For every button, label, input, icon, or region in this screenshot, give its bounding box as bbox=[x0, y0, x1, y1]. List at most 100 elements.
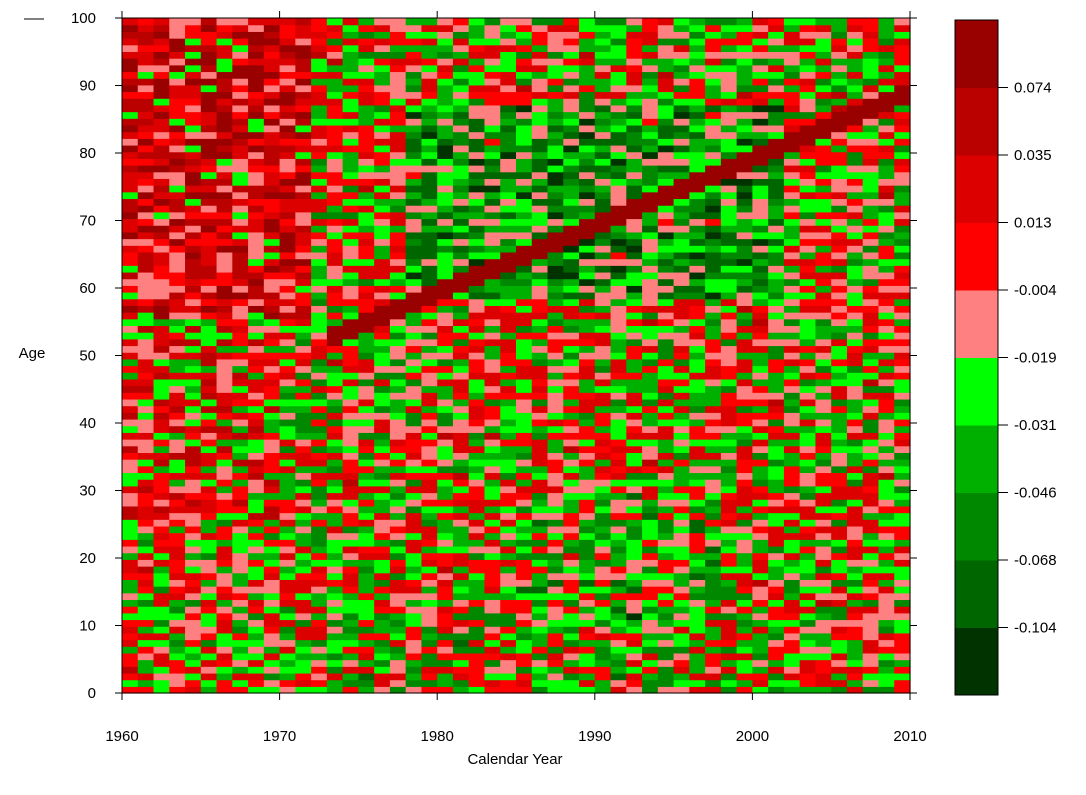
heatmap-cell bbox=[484, 31, 501, 39]
heatmap-cell bbox=[799, 265, 817, 273]
heatmap-cell bbox=[500, 519, 517, 527]
heatmap-cell bbox=[437, 84, 454, 93]
heatmap-cell bbox=[216, 465, 233, 474]
heatmap-cell bbox=[878, 165, 895, 173]
heatmap-cell bbox=[752, 579, 769, 587]
heatmap-cell bbox=[468, 312, 486, 320]
heatmap-cell bbox=[579, 185, 596, 193]
heatmap-cell bbox=[878, 332, 895, 340]
heatmap-cell bbox=[878, 318, 895, 327]
heatmap-cell bbox=[500, 271, 517, 280]
heatmap-cell bbox=[673, 31, 690, 39]
heatmap-cell bbox=[516, 144, 533, 153]
heatmap-cell bbox=[342, 485, 359, 494]
heatmap-cell bbox=[705, 151, 722, 159]
heatmap-cell bbox=[437, 418, 454, 427]
heatmap-cell bbox=[579, 165, 596, 173]
heatmap-cell bbox=[783, 646, 801, 654]
heatmap-cell bbox=[862, 185, 880, 193]
heatmap-cell bbox=[137, 78, 155, 86]
heatmap-cell bbox=[657, 111, 675, 119]
heatmap-cell bbox=[815, 392, 832, 400]
heatmap-cell bbox=[516, 104, 533, 113]
heatmap-cell bbox=[153, 211, 170, 220]
heatmap-cell bbox=[862, 525, 880, 534]
heatmap-cell bbox=[374, 271, 391, 280]
heatmap-cell bbox=[831, 231, 848, 240]
heatmap-cell bbox=[610, 619, 627, 627]
heatmap-cell bbox=[326, 445, 344, 453]
heatmap-cell bbox=[468, 338, 486, 347]
heatmap-cell bbox=[484, 626, 501, 634]
heatmap-cell bbox=[295, 639, 312, 647]
heatmap-cell bbox=[705, 465, 722, 474]
heatmap-cell bbox=[736, 372, 753, 380]
heatmap-cell bbox=[657, 144, 675, 153]
heatmap-cell bbox=[720, 332, 738, 340]
heatmap-cell bbox=[248, 292, 265, 300]
heatmap-cell bbox=[232, 71, 249, 79]
heatmap-cell bbox=[153, 144, 170, 153]
heatmap-cell bbox=[484, 151, 501, 159]
heatmap-cell bbox=[657, 44, 675, 53]
heatmap-cell bbox=[799, 606, 817, 614]
heatmap-cell bbox=[342, 559, 359, 567]
heatmap-cell bbox=[705, 499, 722, 507]
heatmap-cell bbox=[452, 258, 470, 266]
heatmap-cell bbox=[626, 312, 643, 320]
heatmap-cell bbox=[799, 312, 817, 320]
heatmap-cell bbox=[326, 178, 344, 186]
heatmap-cell bbox=[468, 138, 486, 146]
heatmap-cell bbox=[342, 579, 359, 587]
heatmap-cell bbox=[657, 365, 675, 373]
heatmap-cell bbox=[705, 472, 722, 480]
heatmap-cell bbox=[468, 345, 486, 353]
heatmap-cell bbox=[358, 78, 375, 86]
heatmap-cell bbox=[185, 365, 202, 373]
heatmap-cell bbox=[358, 632, 375, 641]
heatmap-cell bbox=[500, 312, 517, 320]
heatmap-cell bbox=[484, 612, 501, 621]
heatmap-cell bbox=[642, 24, 659, 32]
heatmap-cell bbox=[783, 659, 801, 667]
heatmap-cell bbox=[673, 58, 690, 66]
heatmap-cell bbox=[295, 245, 312, 253]
heatmap-cell bbox=[720, 24, 738, 32]
heatmap-cell bbox=[610, 412, 627, 420]
heatmap-cell bbox=[389, 532, 407, 540]
heatmap-cell bbox=[516, 185, 533, 193]
heatmap-cell bbox=[563, 84, 580, 93]
heatmap-cell bbox=[815, 626, 832, 634]
heatmap-cell bbox=[263, 352, 281, 360]
heatmap-cell bbox=[783, 292, 801, 300]
heatmap-cell bbox=[342, 505, 359, 514]
heatmap-cell bbox=[342, 639, 359, 647]
heatmap-cell bbox=[421, 439, 438, 447]
heatmap-cell bbox=[642, 338, 659, 347]
heatmap-cell bbox=[594, 211, 612, 220]
heatmap-cell bbox=[295, 138, 312, 146]
heatmap-cell bbox=[610, 151, 627, 159]
heatmap-cell bbox=[358, 392, 375, 400]
heatmap-cell bbox=[437, 452, 454, 460]
heatmap-cell bbox=[531, 512, 549, 520]
heatmap-cell bbox=[516, 265, 533, 273]
heatmap-cell bbox=[200, 445, 218, 453]
heatmap-cell bbox=[216, 405, 233, 413]
heatmap-cell bbox=[153, 459, 170, 467]
heatmap-cell bbox=[768, 84, 785, 93]
heatmap-cell bbox=[531, 191, 549, 200]
heatmap-cell bbox=[846, 352, 864, 360]
heatmap-cell bbox=[279, 586, 296, 594]
heatmap-cell bbox=[263, 439, 281, 447]
heatmap-cell bbox=[594, 71, 612, 79]
heatmap-cell bbox=[405, 606, 423, 614]
heatmap-cell bbox=[516, 606, 533, 614]
heatmap-cell bbox=[752, 392, 769, 400]
heatmap-cell bbox=[705, 599, 722, 607]
heatmap-cell bbox=[200, 619, 218, 627]
heatmap-cell bbox=[405, 432, 423, 440]
heatmap-cell bbox=[263, 305, 281, 313]
heatmap-cell bbox=[279, 632, 296, 641]
heatmap-cell bbox=[421, 358, 438, 367]
